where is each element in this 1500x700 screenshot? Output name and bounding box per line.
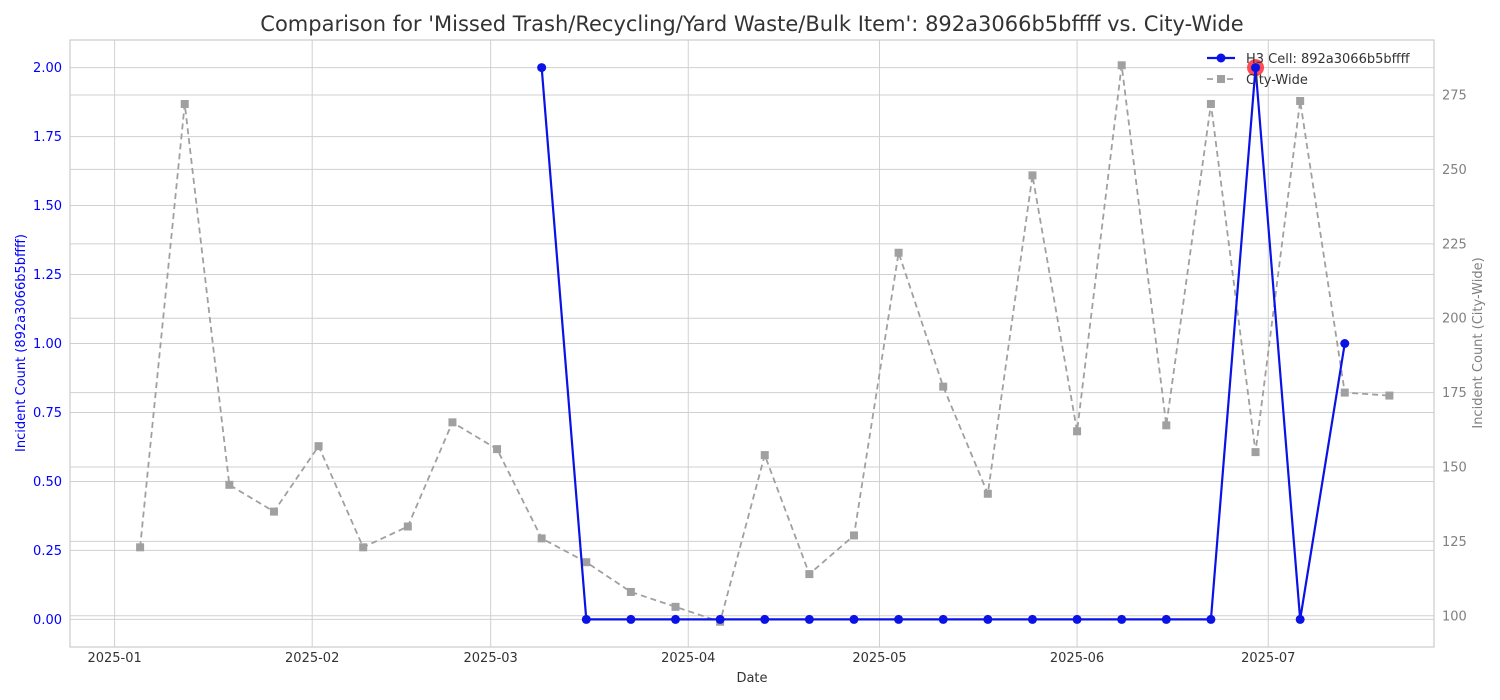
x-axis-ticks: 2025-01 2025-02 2025-03 2025-04 2025-05 2025-… — [87, 651, 1295, 666]
y-right-tick-label: 100 — [1442, 609, 1467, 624]
city-wide-point — [537, 534, 546, 543]
h3-cell-point — [1072, 614, 1082, 624]
y-left-tick-label: 0.50 — [33, 475, 62, 490]
city-wide-point — [1340, 388, 1349, 397]
h3-cell-point — [1340, 339, 1350, 348]
y-right-tick-label: 200 — [1442, 312, 1467, 327]
city-wide-point — [1162, 421, 1171, 430]
y-right-tick-label: 175 — [1442, 386, 1467, 401]
h3-cell-point — [1027, 614, 1037, 624]
x-tick-label: 2025-06 — [1050, 651, 1104, 666]
city-wide-point — [1028, 171, 1037, 180]
h3-cell-point — [537, 63, 547, 73]
city-wide-point — [1385, 391, 1394, 400]
y-right-tick-label: 150 — [1442, 460, 1467, 475]
city-wide-point — [939, 382, 948, 391]
y-left-tick-label: 1.25 — [33, 268, 62, 283]
legend-h3-marker — [1216, 53, 1226, 63]
series-layer — [136, 59, 1394, 626]
y-right-tick-label: 225 — [1442, 237, 1467, 252]
legend-city-marker — [1217, 75, 1225, 83]
h3-cell-point — [938, 614, 948, 624]
x-tick-label: 2025-05 — [852, 651, 906, 666]
x-tick-label: 2025-04 — [661, 651, 715, 666]
y-left-tick-label: 1.00 — [33, 337, 62, 352]
y-axis-right-label: Incident Count (City-Wide) — [1471, 257, 1486, 428]
y-left-tick-label: 1.50 — [33, 199, 62, 214]
city-wide-point — [1206, 99, 1215, 108]
city-wide-point — [403, 522, 412, 531]
x-tick-label: 2025-07 — [1241, 651, 1295, 666]
city-wide-point — [983, 489, 992, 498]
city-wide-point — [760, 451, 769, 460]
city-wide-point — [1117, 61, 1126, 70]
h3-cell-point — [1206, 614, 1216, 624]
city-wide-point — [1296, 96, 1305, 105]
city-wide-point — [136, 543, 145, 552]
h3-cell-point — [1117, 614, 1127, 624]
city-wide-point — [225, 480, 234, 489]
y-left-tick-label: 0.75 — [33, 406, 62, 421]
h3-cell-point — [894, 614, 904, 624]
h3-cell-point — [1295, 614, 1305, 624]
h3-cell-point — [626, 614, 636, 624]
y-axis-right-ticks: 100 125 150 175 200 225 250 275 — [1442, 89, 1467, 625]
y-left-tick-label: 2.00 — [33, 61, 62, 76]
legend-city-label: City-Wide — [1246, 73, 1308, 88]
city-wide-point — [314, 442, 323, 451]
city-wide-point — [1251, 448, 1260, 457]
y-right-tick-label: 125 — [1442, 535, 1467, 550]
legend: H3 Cell: 892a3066b5bffff City-Wide — [1207, 52, 1411, 88]
city-wide-point — [493, 445, 502, 454]
y-left-tick-label: 0.00 — [33, 613, 62, 628]
y-axis-left-label: Incident Count (892a3066b5bffff) — [14, 234, 29, 452]
h3-cell-point — [983, 614, 993, 624]
h3-cell-point — [1161, 614, 1171, 624]
city-wide-point — [1073, 427, 1082, 436]
x-tick-label: 2025-01 — [87, 651, 141, 666]
city-wide-point — [359, 543, 368, 552]
city-wide-point — [448, 418, 457, 427]
plot-frame — [69, 39, 1435, 648]
h3-cell-point — [849, 614, 859, 624]
x-tick-label: 2025-03 — [464, 651, 518, 666]
city-wide-point — [582, 558, 591, 567]
y-axis-left-ticks: 0.00 0.25 0.50 0.75 1.00 1.25 1.50 1.75 2.00 — [33, 61, 62, 628]
h3-cell-point — [671, 614, 681, 624]
city-wide-point — [269, 507, 278, 516]
city-wide-line — [139, 65, 1390, 623]
y-right-tick-label: 250 — [1442, 163, 1467, 178]
city-wide-point — [180, 99, 189, 108]
legend-h3-label: H3 Cell: 892a3066b5bffff — [1246, 52, 1411, 67]
h3-cell-point — [581, 614, 591, 624]
city-wide-point — [671, 602, 680, 611]
y-left-tick-label: 1.75 — [33, 130, 62, 145]
y-left-tick-label: 0.25 — [33, 544, 62, 559]
x-axis-label: Date — [736, 671, 767, 686]
city-wide-point — [894, 248, 903, 257]
h3-cell-point — [715, 614, 725, 624]
grid — [70, 40, 1434, 647]
h3-cell-point — [1251, 63, 1261, 73]
chart-title: Comparison for 'Missed Trash/Recycling/Y… — [260, 12, 1243, 36]
h3-cell-point — [804, 614, 814, 624]
city-wide-point — [849, 531, 858, 540]
city-wide-point — [805, 570, 814, 579]
h3-cell-point — [760, 614, 770, 624]
y-right-tick-label: 275 — [1442, 89, 1467, 104]
x-tick-label: 2025-02 — [285, 651, 339, 666]
city-wide-point — [626, 587, 635, 596]
